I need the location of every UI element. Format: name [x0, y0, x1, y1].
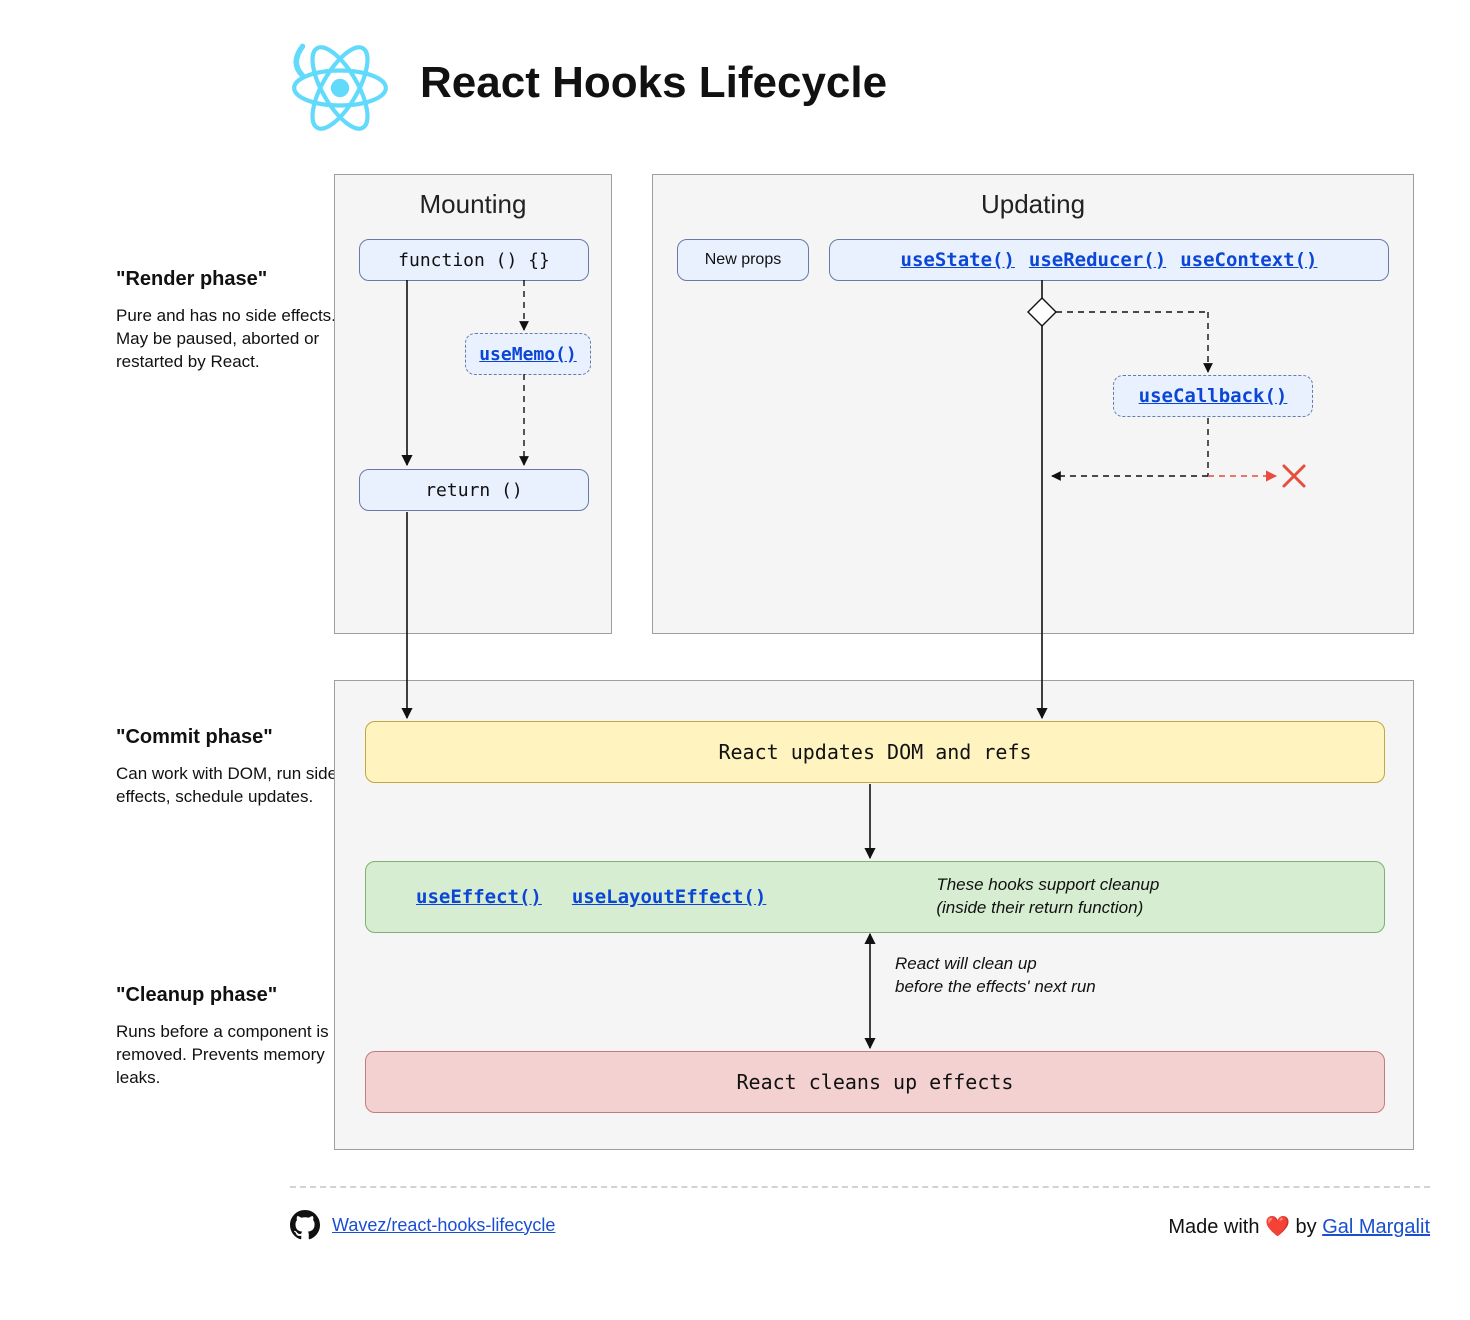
usecallback-link[interactable]: useCallback() [1139, 385, 1288, 407]
mounting-usememo-box[interactable]: useMemo() [465, 333, 591, 375]
footer-left: Wavez/react-hooks-lifecycle [290, 1210, 555, 1240]
side-label-render: "Render phase" Pure and has no side effe… [116, 268, 346, 374]
mounting-function-label: function () {} [398, 250, 550, 271]
author-link[interactable]: Gal Margalit [1322, 1216, 1430, 1238]
usereducer-link[interactable]: useReducer() [1029, 249, 1166, 271]
mounting-return-box: return () [359, 469, 589, 511]
new-props-label: New props [705, 251, 781, 269]
between-effects-note: React will clean up before the effects' … [895, 953, 1096, 999]
usememo-link[interactable]: useMemo() [479, 344, 577, 365]
react-logo-icon [290, 38, 390, 138]
panel-mounting: Mounting function () {} useMemo() return… [334, 174, 612, 634]
usestate-link[interactable]: useState() [901, 249, 1015, 271]
heart-icon: ❤️ [1265, 1216, 1290, 1238]
panel-updating-title: Updating [653, 189, 1413, 220]
repo-link[interactable]: Wavez/react-hooks-lifecycle [332, 1215, 555, 1236]
useeffect-link[interactable]: useEffect() [416, 886, 542, 908]
github-icon[interactable] [290, 1210, 320, 1240]
render-phase-body: Pure and has no side effects. May be pau… [116, 305, 346, 374]
footer-divider [290, 1186, 1430, 1188]
uselayouteffect-link[interactable]: useLayoutEffect() [572, 886, 766, 908]
cleanup-phase-body: Runs before a component is removed. Prev… [116, 1021, 346, 1090]
footer-right: Made with ❤️ by Gal Margalit [1168, 1214, 1430, 1239]
made-with-suffix: by [1296, 1216, 1317, 1238]
panel-updating: Updating New props useState() useReducer… [652, 174, 1414, 634]
commit-effects-box: useEffect() useLayoutEffect() These hook… [365, 861, 1385, 933]
commit-dom-label: React updates DOM and refs [718, 740, 1031, 764]
cleanup-phase-heading: "Cleanup phase" [116, 984, 346, 1007]
panel-mounting-title: Mounting [335, 189, 611, 220]
page-title: React Hooks Lifecycle [420, 58, 887, 108]
mounting-function-box: function () {} [359, 239, 589, 281]
usecontext-link[interactable]: useContext() [1180, 249, 1317, 271]
render-phase-heading: "Render phase" [116, 268, 346, 291]
side-label-cleanup: "Cleanup phase" Runs before a component … [116, 984, 346, 1090]
updating-usecallback-box[interactable]: useCallback() [1113, 375, 1313, 417]
updating-new-props-box: New props [677, 239, 809, 281]
updating-state-hooks-box: useState() useReducer() useContext() [829, 239, 1389, 281]
commit-cleanup-box: React cleans up effects [365, 1051, 1385, 1113]
commit-dom-box: React updates DOM and refs [365, 721, 1385, 783]
side-label-commit: "Commit phase" Can work with DOM, run si… [116, 726, 346, 809]
panel-commit: React updates DOM and refs useEffect() u… [334, 680, 1414, 1150]
made-with-prefix: Made with [1168, 1216, 1259, 1238]
mounting-return-label: return () [425, 480, 523, 501]
commit-phase-body: Can work with DOM, run side effects, sch… [116, 763, 346, 809]
commit-phase-heading: "Commit phase" [116, 726, 346, 749]
page: React Hooks Lifecycle "Render phase" Pur… [0, 0, 1470, 1320]
commit-cleanup-label: React cleans up effects [737, 1070, 1014, 1094]
effects-cleanup-note: These hooks support cleanup (inside thei… [936, 874, 1159, 920]
